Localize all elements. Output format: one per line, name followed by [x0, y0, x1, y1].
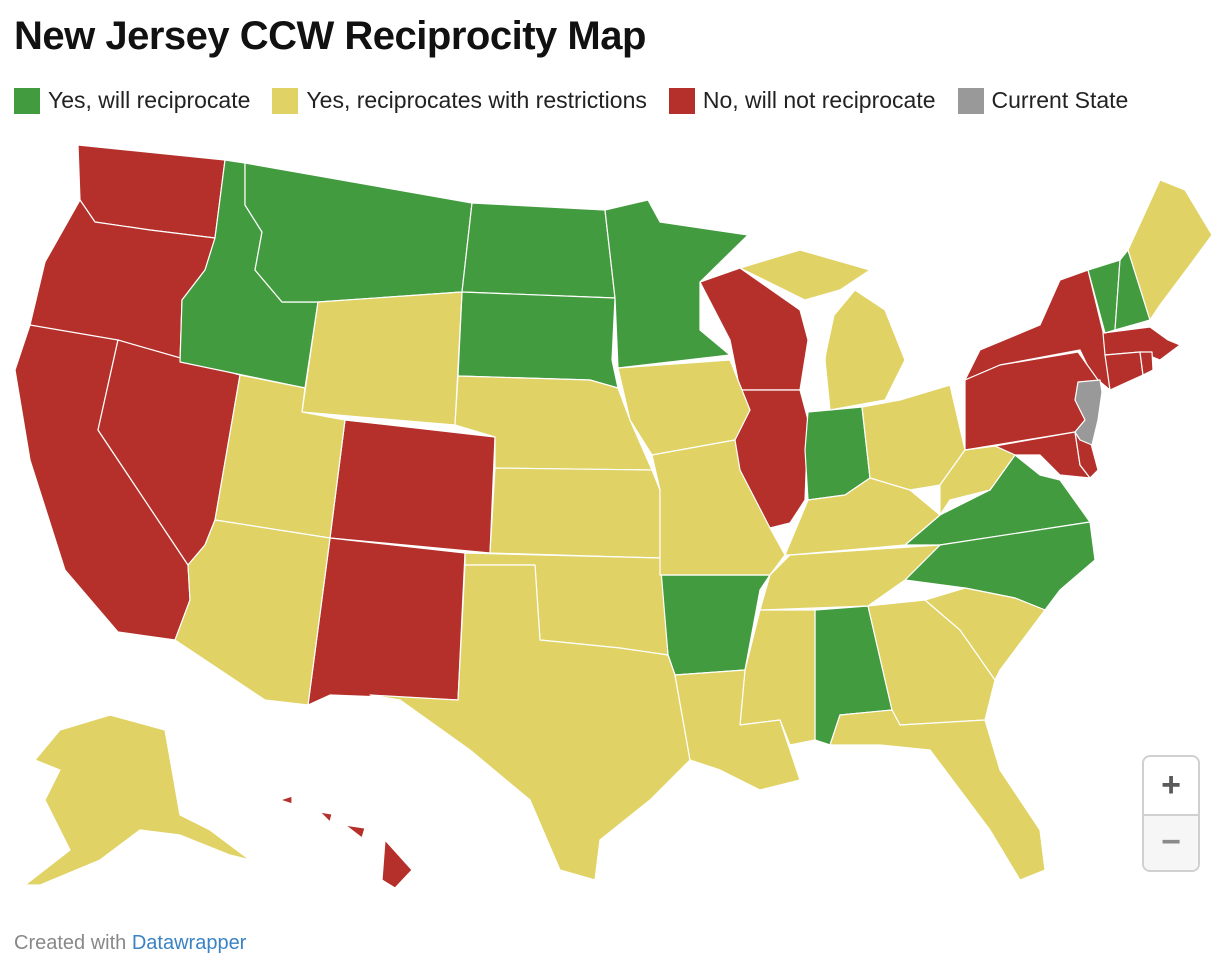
legend-swatch-current [957, 87, 984, 114]
state-tx[interactable] [369, 564, 691, 881]
legend-label-restricted: Yes, reciprocates with restrictions [306, 87, 647, 113]
state-co[interactable] [329, 419, 496, 554]
great-lakes [805, 290, 840, 412]
state-ky[interactable] [784, 477, 941, 556]
state-sc[interactable] [924, 587, 1046, 681]
state-mt[interactable] [244, 162, 473, 303]
datawrapper-link[interactable]: Datawrapper [131, 932, 247, 954]
state-ks[interactable] [489, 467, 661, 559]
legend-swatch-yes [14, 87, 40, 114]
state-fl[interactable] [829, 709, 1046, 881]
footer-prefix: Created with [14, 932, 127, 954]
state-wi[interactable] [699, 267, 809, 391]
state-sd[interactable] [457, 291, 619, 389]
state-nm[interactable] [307, 537, 466, 706]
legend-swatch-restricted [272, 87, 299, 114]
legend-item-restricted: Yes, reciprocates with restrictions [272, 87, 647, 114]
state-wv[interactable] [939, 445, 1016, 516]
legend: Yes, will reciprocate Yes, reciprocates … [14, 87, 1128, 114]
legend-item-current: Current State [957, 87, 1129, 114]
state-hi[interactable] [279, 795, 413, 889]
legend-item-yes: Yes, will reciprocate [14, 87, 250, 114]
footer: Created with Datawrapper [14, 932, 246, 955]
zoom-out-button[interactable]: − [1144, 813, 1198, 870]
zoom-in-button[interactable]: + [1161, 765, 1181, 804]
state-me[interactable] [1127, 179, 1213, 321]
state-az[interactable] [174, 519, 331, 706]
state-ct[interactable] [1104, 351, 1144, 391]
state-wy[interactable] [301, 291, 463, 426]
state-nd[interactable] [461, 202, 616, 299]
state-la[interactable] [674, 669, 801, 791]
legend-label-no: No, will not reciprocate [702, 87, 936, 113]
us-map[interactable] [0, 130, 1226, 900]
state-ri[interactable] [1139, 351, 1154, 376]
legend-item-no: No, will not reciprocate [668, 87, 936, 114]
legend-swatch-no [668, 87, 695, 114]
state-nj[interactable] [1074, 379, 1103, 446]
legend-label-yes: Yes, will reciprocate [48, 87, 251, 113]
map-title: New Jersey CCW Reciprocity Map [14, 14, 646, 58]
zoom-control: + − [1142, 755, 1200, 872]
state-ak[interactable] [24, 714, 251, 886]
legend-label-current: Current State [991, 87, 1129, 113]
state-mn[interactable] [604, 199, 749, 369]
